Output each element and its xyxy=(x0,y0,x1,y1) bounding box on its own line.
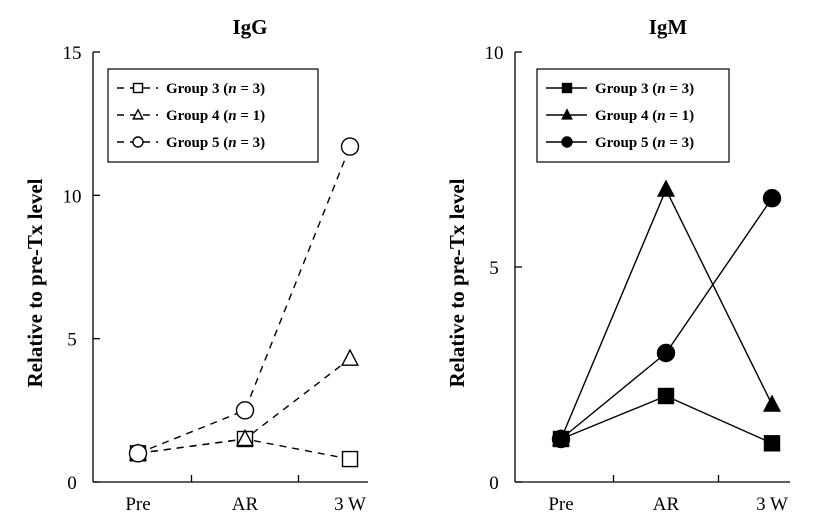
chart-title: IgM xyxy=(649,15,688,39)
data-point-group-5 xyxy=(762,188,782,208)
x-tick-label: AR xyxy=(653,494,680,515)
y-tick-label: 10 xyxy=(63,186,82,207)
legend-marker xyxy=(132,108,144,120)
y-axis-label: Relative to pre-Tx level xyxy=(23,178,47,387)
legend-marker xyxy=(132,136,144,148)
legend: Group 3 (n = 3) Group 4 (n = 1) Group 5 (n… xyxy=(536,68,730,163)
legend: Group 3 (n = 3) Group 4 (n = 1) Group 5 (n… xyxy=(107,68,319,163)
y-tick-label: 15 xyxy=(63,43,82,64)
data-point-group-4 xyxy=(235,428,255,447)
legend-entry-label: Group 4 (n = 1) xyxy=(595,108,694,124)
series-line-group-5 xyxy=(137,146,351,454)
legend-entry-label: Group 3 (n = 3) xyxy=(166,81,265,97)
data-point-group-4 xyxy=(340,348,360,366)
legend-entry-label: Group 5 (n = 3) xyxy=(595,135,694,151)
data-point-group-5 xyxy=(656,343,676,363)
x-tick-label: AR xyxy=(232,494,259,515)
y-tick-label: 0 xyxy=(489,473,499,494)
data-point-group-5 xyxy=(235,401,255,420)
legend-marker xyxy=(561,108,573,120)
data-point-group-4 xyxy=(656,179,676,197)
legend-marker xyxy=(132,82,144,94)
data-point-group-3 xyxy=(763,435,781,452)
y-tick-label: 5 xyxy=(489,258,499,279)
legend-entry-label: Group 3 (n = 3) xyxy=(595,81,694,97)
y-tick-label: 0 xyxy=(67,473,77,494)
y-axis-label: Relative to pre-Tx level xyxy=(445,178,469,387)
x-tick-label: Pre xyxy=(548,494,573,515)
legend-entry-label: Group 5 (n = 3) xyxy=(166,135,265,151)
data-point-group-5 xyxy=(128,444,148,463)
x-tick-label: Pre xyxy=(125,494,150,515)
data-point-group-4 xyxy=(762,394,782,412)
legend-entry-label: Group 4 (n = 1) xyxy=(166,108,265,124)
y-tick-label: 10 xyxy=(485,43,504,64)
legend-marker xyxy=(561,136,573,148)
x-tick-label: 3 W xyxy=(756,494,788,515)
data-point-group-5 xyxy=(551,429,571,449)
data-point-group-3 xyxy=(341,450,359,468)
data-point-group-5 xyxy=(340,137,360,156)
y-tick-label: 5 xyxy=(67,330,77,351)
x-tick-label: 3 W xyxy=(334,494,366,515)
chart-panel-igg: IgG Relative to pre-Tx level 0 5 10 15 Pre AR 3 … xyxy=(23,15,368,515)
legend-marker xyxy=(561,82,573,94)
chart-panel-igm: IgM Relative to pre-Tx level 0 5 10 Pre AR 3 W G… xyxy=(445,15,790,515)
chart-title: IgG xyxy=(232,15,267,39)
data-point-group-3 xyxy=(657,387,675,405)
